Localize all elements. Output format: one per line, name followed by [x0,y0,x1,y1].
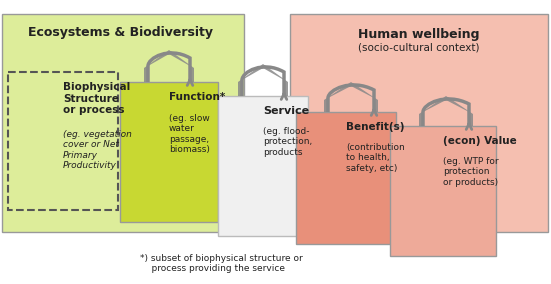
Bar [290,14,548,232]
Text: (eg. flood-
protection,
products: (eg. flood- protection, products [263,127,312,157]
Text: (eg. vegetation
cover or Net
Primary
Productivity: (eg. vegetation cover or Net Primary Pro… [63,130,132,170]
Bar [120,82,218,222]
Text: *) subset of biophysical structure or
    process providing the service: *) subset of biophysical structure or pr… [140,254,302,273]
PathPatch shape [144,50,194,82]
Text: Ecosystems & Biodiversity: Ecosystems & Biodiversity [29,26,213,39]
Text: (contribution
to health,
safety, etc): (contribution to health, safety, etc) [346,143,405,173]
Text: Human wellbeing: Human wellbeing [358,28,480,41]
Text: Biophysical
Structure
or process: Biophysical Structure or process [63,82,130,115]
Bar [296,112,396,244]
Text: (eg. slow
water
passage,
biomass): (eg. slow water passage, biomass) [169,114,210,154]
Text: Function*: Function* [169,92,225,102]
Text: Benefit(s): Benefit(s) [346,122,404,132]
PathPatch shape [419,96,473,126]
Bar [8,72,118,210]
PathPatch shape [324,82,378,112]
PathPatch shape [238,64,288,96]
Bar [218,96,308,236]
Text: Service: Service [263,106,309,116]
Bar [390,126,496,256]
Bar [2,14,244,232]
Text: (econ) Value: (econ) Value [443,136,517,146]
Text: (eg. WTP for
protection
or products): (eg. WTP for protection or products) [443,157,499,187]
Text: (socio-cultural context): (socio-cultural context) [358,42,480,52]
